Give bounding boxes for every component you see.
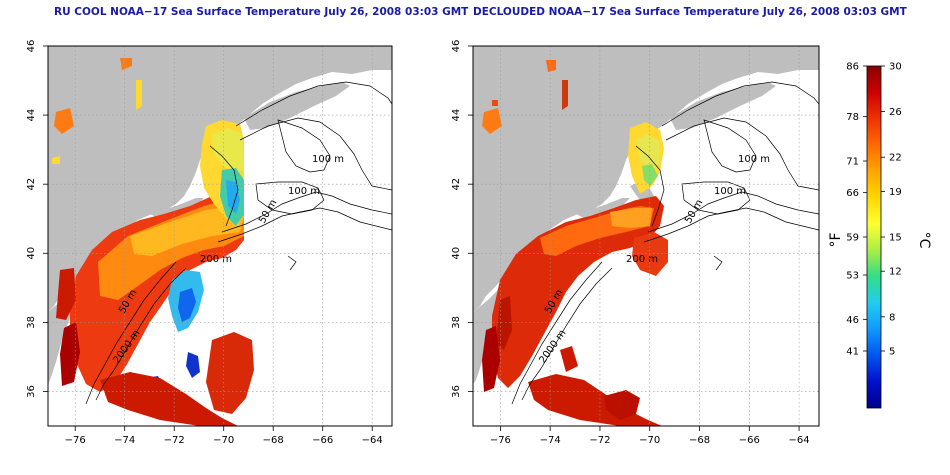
- x-tick-label: −70: [639, 435, 660, 446]
- y-tick-label: 38: [26, 316, 37, 329]
- left-y-axis: 36 38 40 42 44 46: [26, 40, 48, 398]
- colorbar-f-tick-label: 46: [846, 315, 859, 326]
- colorbar-fahrenheit-label: °F: [828, 232, 844, 247]
- x-tick-label: −66: [312, 435, 333, 446]
- right-x-axis: −76 −74 −72 −70 −68 −66 −64: [490, 426, 810, 446]
- y-tick-label: 36: [26, 385, 37, 398]
- colorbar-gradient: [867, 66, 881, 408]
- left-land-mainland: [48, 46, 392, 312]
- colorbar-c-tick-label: 19: [889, 187, 902, 198]
- left-land-nova-scotia: [244, 82, 350, 130]
- colorbar: 86 78 71 66 59 53 46 41 30 26 22 19 15 12 8 5 °F °C: [828, 62, 932, 409]
- y-tick-label: 44: [26, 109, 37, 122]
- y-tick-label: 42: [26, 178, 37, 191]
- y-tick-label: 36: [451, 385, 462, 398]
- left-gridlines: [48, 46, 392, 426]
- y-tick-label: 38: [451, 316, 462, 329]
- x-tick-label: −74: [114, 435, 135, 446]
- colorbar-c-tick-label: 15: [889, 233, 902, 244]
- left-sst-field: [52, 58, 254, 426]
- left-bathymetry-contours: [85, 81, 392, 405]
- x-tick-label: −64: [362, 435, 383, 446]
- colorbar-c-tick-label: 30: [889, 62, 902, 73]
- colorbar-c-tick-label: 26: [889, 107, 902, 118]
- colorbar-f-tick-label: 66: [846, 188, 859, 199]
- right-contour-label-200m: 200 m: [626, 254, 658, 265]
- right-map-title: DECLOUDED NOAA−17 Sea Surface Temperatur…: [473, 6, 907, 18]
- y-tick-label: 44: [451, 109, 462, 122]
- x-tick-label: −76: [65, 435, 86, 446]
- colorbar-f-tick-label: 78: [846, 112, 859, 123]
- left-contour-label-100m-a: 100 m: [312, 154, 344, 165]
- colorbar-f-tick-label: 41: [846, 347, 859, 358]
- right-contour-label-100m-b: 100 m: [714, 186, 746, 197]
- y-tick-label: 46: [451, 40, 462, 53]
- right-contour-label-100m-a: 100 m: [738, 154, 770, 165]
- right-sst-field: [482, 60, 668, 426]
- x-tick-label: −76: [490, 435, 511, 446]
- right-map-panel: 100 m 100 m 50 m 50 m 2000 m 200 m −76 −7…: [451, 40, 820, 446]
- left-map-frame: [47, 45, 393, 427]
- right-land-mainland: [473, 46, 819, 312]
- left-map-panel: 100 m 100 m 50 m 50 m 2000 m 200 m −76 −7…: [26, 40, 393, 446]
- right-map-frame: [472, 45, 820, 427]
- left-contour-label-200m: 200 m: [200, 254, 232, 265]
- x-tick-label: −74: [540, 435, 561, 446]
- y-tick-label: 46: [26, 40, 37, 53]
- y-tick-label: 40: [451, 247, 462, 260]
- colorbar-celsius-ticks: 30 26 22 19 15 12 8 5: [881, 62, 902, 358]
- right-land-long-island: [576, 198, 630, 218]
- colorbar-c-tick-label: 8: [889, 312, 895, 323]
- colorbar-f-tick-label: 59: [846, 233, 859, 244]
- y-tick-label: 40: [26, 247, 37, 260]
- y-tick-label: 42: [451, 178, 462, 191]
- left-land-long-island: [150, 198, 204, 218]
- colorbar-f-tick-label: 71: [846, 157, 859, 168]
- x-tick-label: −72: [164, 435, 185, 446]
- right-y-axis: 36 38 40 42 44 46: [451, 40, 473, 398]
- x-tick-label: −64: [789, 435, 810, 446]
- left-map-title: RU COOL NOAA−17 Sea Surface Temperature …: [54, 6, 469, 18]
- x-tick-label: −66: [739, 435, 760, 446]
- left-x-axis: −76 −74 −72 −70 −68 −66 −64: [65, 426, 383, 446]
- right-bathymetry-contours: [511, 81, 819, 405]
- colorbar-f-tick-label: 86: [846, 62, 859, 73]
- x-tick-label: −72: [589, 435, 610, 446]
- colorbar-f-tick-label: 53: [846, 271, 859, 282]
- left-contour-label-100m-b: 100 m: [288, 186, 320, 197]
- colorbar-c-tick-label: 5: [889, 347, 895, 358]
- x-tick-label: −70: [213, 435, 234, 446]
- right-gridlines: [473, 46, 819, 426]
- colorbar-c-tick-label: 12: [889, 267, 902, 278]
- colorbar-celsius-label: °C: [916, 232, 932, 249]
- colorbar-c-tick-label: 22: [889, 153, 902, 164]
- x-tick-label: −68: [263, 435, 284, 446]
- colorbar-fahrenheit-ticks: 86 78 71 66 59 53 46 41: [846, 62, 867, 358]
- x-tick-label: −68: [689, 435, 710, 446]
